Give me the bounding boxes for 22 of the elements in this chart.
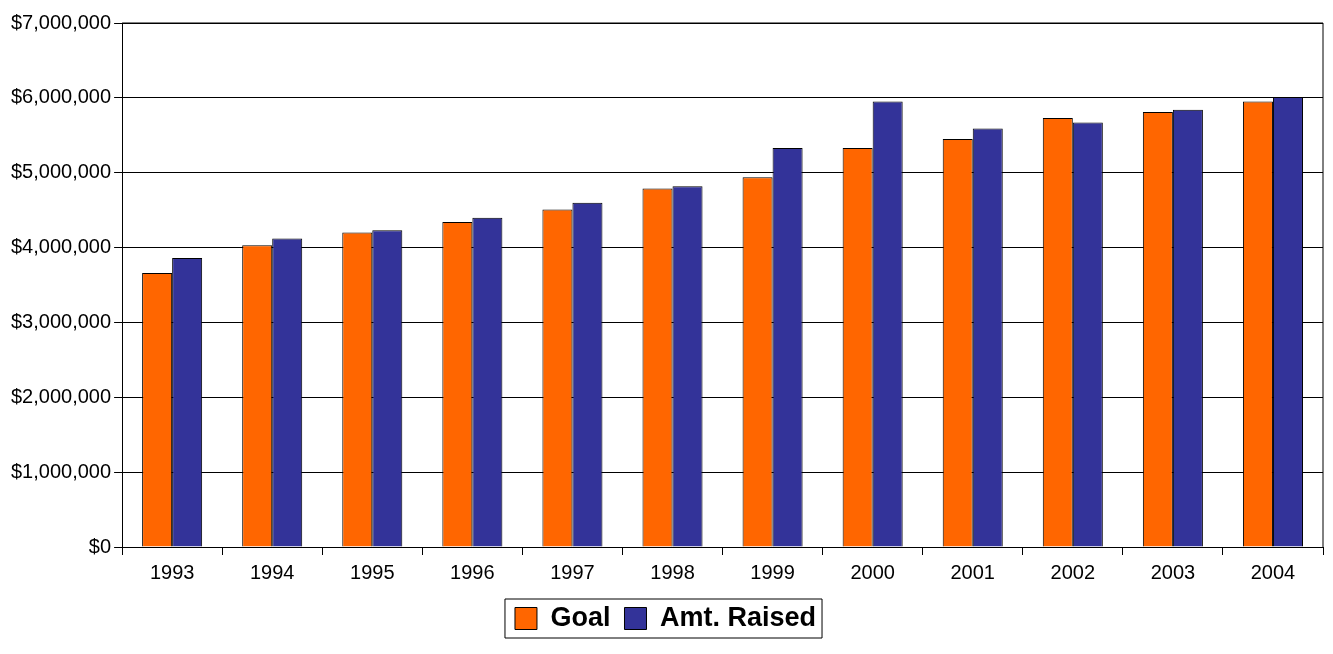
x-tick-label: 2004 <box>1250 560 1296 583</box>
x-tick-label: 1996 <box>450 560 495 583</box>
y-tick-label: $1,000,000 <box>10 459 112 482</box>
x-tick-label: 1993 <box>149 560 195 583</box>
y-tick-label: $7,000,000 <box>10 10 112 33</box>
x-tick-label: 2001 <box>950 560 995 583</box>
x-tick-label: 1994 <box>249 560 295 583</box>
legend-label: Goal <box>550 601 611 632</box>
legend-label: Amt. Raised <box>659 601 817 632</box>
y-tick-label: $0 <box>88 534 112 557</box>
x-tick-label: 1997 <box>550 560 595 583</box>
x-tick-label: 2002 <box>1050 560 1096 583</box>
x-tick-label: 1995 <box>350 560 395 583</box>
x-tick-label: 2000 <box>850 560 895 583</box>
x-tick-label: 1998 <box>650 560 695 583</box>
y-tick-label: $6,000,000 <box>10 85 112 108</box>
y-tick-label: $3,000,000 <box>10 309 112 332</box>
x-tick-label: 2003 <box>1150 560 1196 583</box>
x-tick-label: 1999 <box>750 560 795 583</box>
y-tick-label: $5,000,000 <box>10 160 112 183</box>
y-tick-label: $2,000,000 <box>10 384 112 407</box>
y-tick-label: $4,000,000 <box>10 235 112 258</box>
